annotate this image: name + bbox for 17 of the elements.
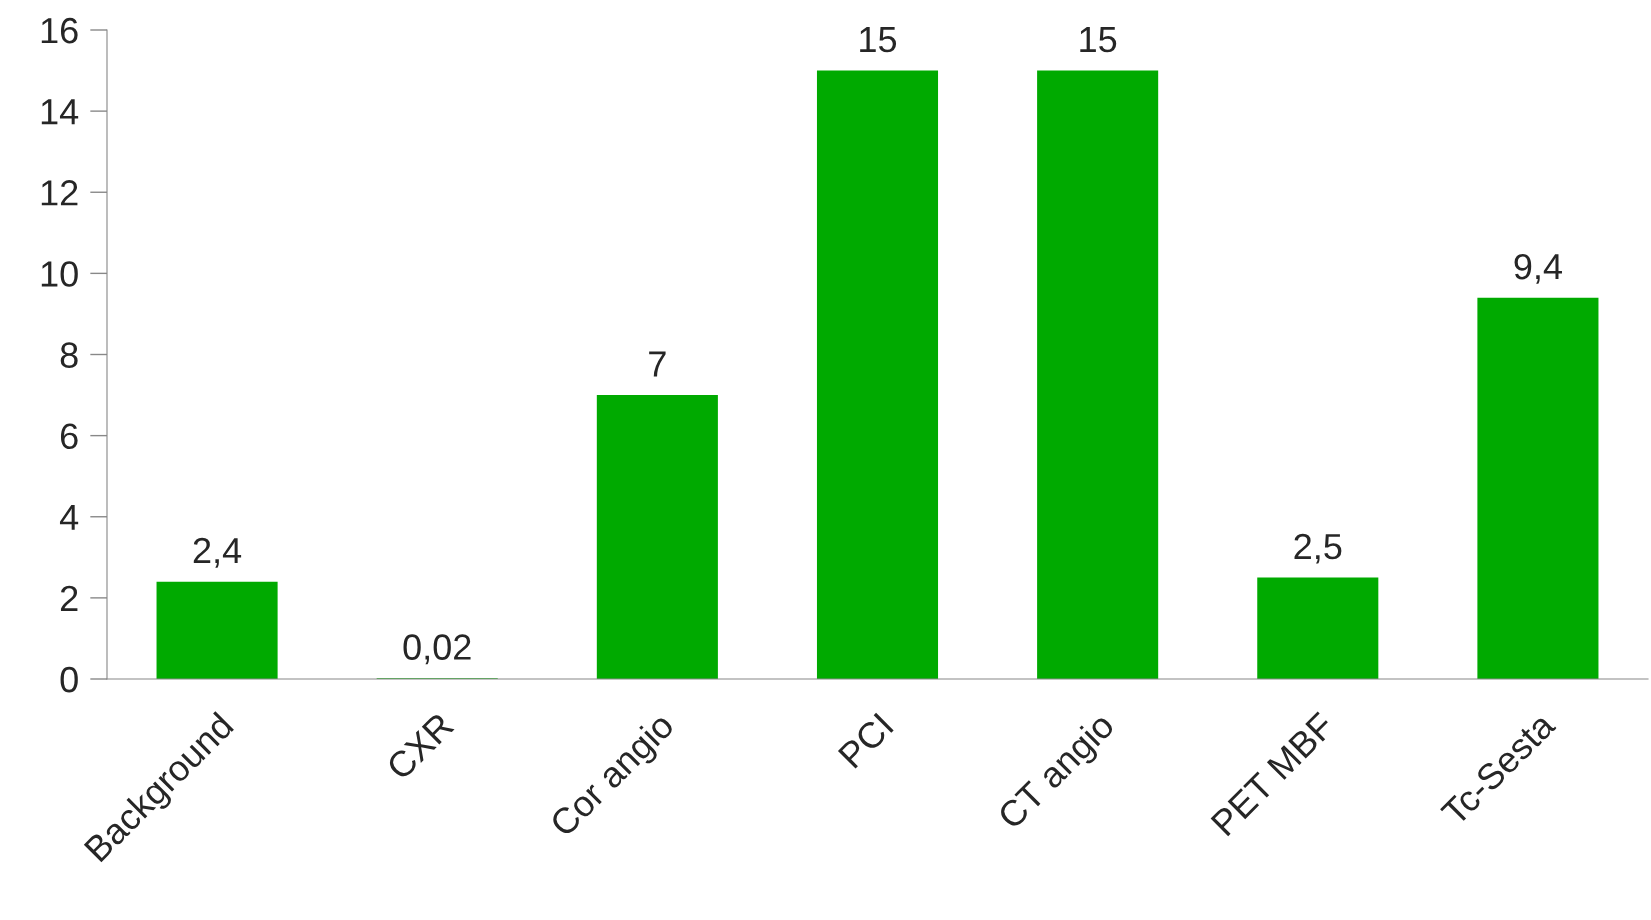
x-tick-label: PCI (837, 712, 894, 769)
y-tick-label: 4 (59, 504, 79, 530)
y-tick-label: 8 (60, 342, 78, 368)
y-tick-label: 14 (41, 99, 79, 125)
data-label: 7 (649, 351, 666, 377)
data-label: 2,4 (193, 537, 242, 568)
y-tick-label: 12 (41, 180, 78, 206)
y-tick-label: 2 (60, 585, 78, 611)
y-tick-label: 10 (41, 261, 78, 287)
data-label: 9,4 (1514, 253, 1562, 284)
data-label: 2,5 (1294, 533, 1342, 564)
y-tick-label: 16 (41, 17, 78, 44)
data-label: 15 (860, 27, 897, 53)
data-label: 15 (1080, 27, 1117, 53)
data-label: 0,02 (403, 634, 471, 665)
y-tick-label: 6 (60, 423, 78, 450)
y-tick-label: 0 (60, 666, 78, 693)
